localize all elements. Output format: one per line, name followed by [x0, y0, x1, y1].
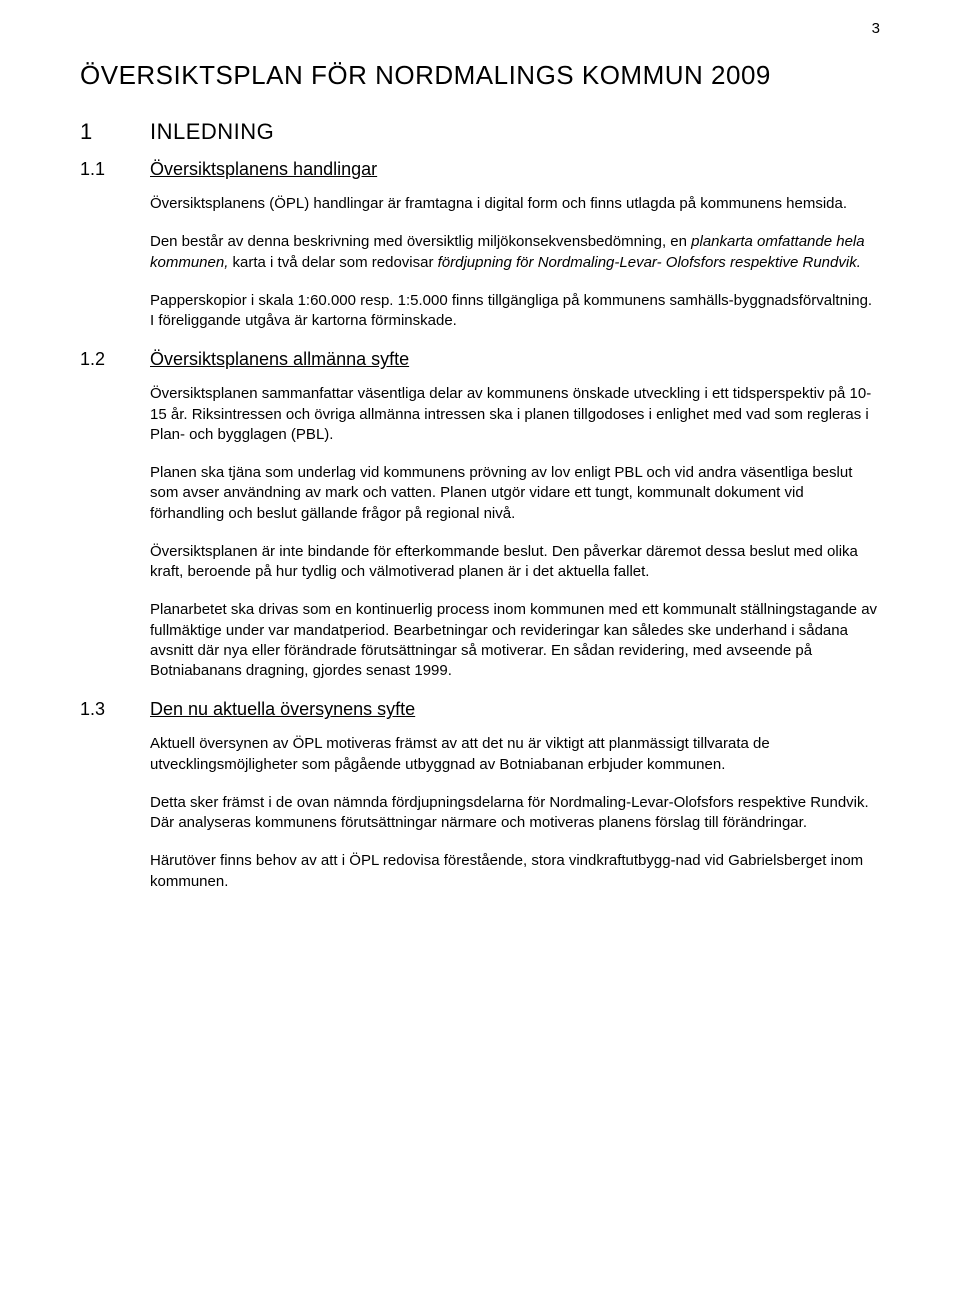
section-1-3-number: 1.3	[80, 699, 150, 720]
text-run: Den består av denna beskrivning med över…	[150, 233, 691, 250]
text-body: Översiktsplanen är inte bindande för eft…	[150, 542, 880, 583]
text-body: Den består av denna beskrivning med över…	[150, 232, 880, 273]
para-1-1-2: Den består av denna beskrivning med över…	[150, 232, 880, 273]
para-1-1-1: Översiktsplanens (ÖPL) handlingar är fra…	[150, 194, 880, 214]
para-1-1-3: Papperskopior i skala 1:60.000 resp. 1:5…	[150, 291, 880, 332]
para-1-3-2: Detta sker främst i de ovan nämnda fördj…	[150, 793, 880, 834]
section-1-number: 1	[80, 119, 150, 145]
section-1-1-header: 1.1 Översiktsplanens handlingar	[80, 159, 880, 180]
section-1-3-title: Den nu aktuella översynens syfte	[150, 699, 415, 720]
text-body: Planarbetet ska drivas som en kontinuerl…	[150, 600, 880, 681]
text-body: Planen ska tjäna som underlag vid kommun…	[150, 463, 880, 524]
section-1-2-number: 1.2	[80, 349, 150, 370]
text-body: Aktuell översynen av ÖPL motiveras främs…	[150, 734, 880, 775]
section-1-title: INLEDNING	[150, 119, 274, 145]
page-number: 3	[872, 20, 880, 37]
section-1-2-title: Översiktsplanens allmänna syfte	[150, 349, 409, 370]
text-body: Härutöver finns behov av att i ÖPL redov…	[150, 851, 880, 892]
text-italic: fördjupning för Nordmaling-Levar- Olofsf…	[438, 254, 861, 271]
text-run: karta i två delar som redovisar	[228, 254, 437, 271]
text-body: Översiktsplanen sammanfattar väsentliga …	[150, 384, 880, 445]
section-1-2-header: 1.2 Översiktsplanens allmänna syfte	[80, 349, 880, 370]
para-1-3-3: Härutöver finns behov av att i ÖPL redov…	[150, 851, 880, 892]
text-body: Detta sker främst i de ovan nämnda fördj…	[150, 793, 880, 834]
para-1-2-4: Planarbetet ska drivas som en kontinuerl…	[150, 600, 880, 681]
text-body: Översiktsplanens (ÖPL) handlingar är fra…	[150, 194, 880, 214]
text-body: Papperskopior i skala 1:60.000 resp. 1:5…	[150, 291, 880, 332]
section-1-header: 1 INLEDNING	[80, 119, 880, 145]
document-title: ÖVERSIKTSPLAN FÖR NORDMALINGS KOMMUN 200…	[80, 60, 880, 91]
document-page: 3 ÖVERSIKTSPLAN FÖR NORDMALINGS KOMMUN 2…	[0, 0, 960, 1305]
para-1-2-2: Planen ska tjäna som underlag vid kommun…	[150, 463, 880, 524]
para-1-3-1: Aktuell översynen av ÖPL motiveras främs…	[150, 734, 880, 775]
section-1-1-number: 1.1	[80, 159, 150, 180]
para-1-2-3: Översiktsplanen är inte bindande för eft…	[150, 542, 880, 583]
section-1-3-header: 1.3 Den nu aktuella översynens syfte	[80, 699, 880, 720]
section-1-1-title: Översiktsplanens handlingar	[150, 159, 377, 180]
para-1-2-1: Översiktsplanen sammanfattar väsentliga …	[150, 384, 880, 445]
